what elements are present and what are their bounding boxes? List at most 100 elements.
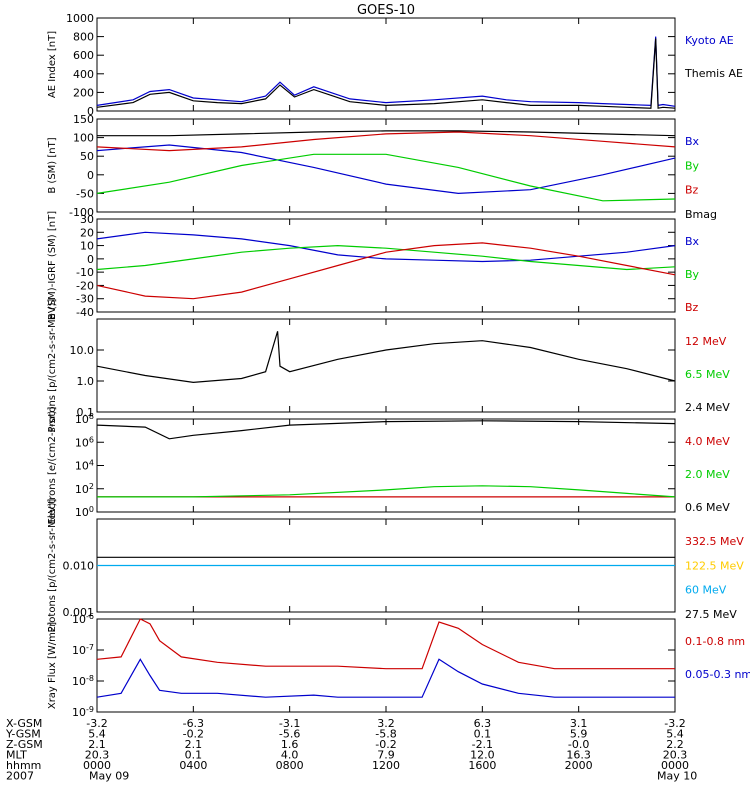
footer-value: -3.2 <box>86 717 107 730</box>
y-tick-label: 800 <box>73 31 94 44</box>
footer-value: 6.3 <box>474 717 492 730</box>
y-tick-label: 150 <box>73 113 94 126</box>
series-line-2-0-mev <box>97 485 676 498</box>
footer-value: 16.3 <box>566 749 591 762</box>
y-tick-label: 10 <box>80 240 94 253</box>
legend-label: 0.05-0.3 nm <box>685 668 750 681</box>
footer-value: 1200 <box>372 759 400 772</box>
date-label: May 09 <box>89 770 129 783</box>
y-tick-label: 20 <box>80 226 94 239</box>
y-tick-label: 10-8 <box>72 674 94 688</box>
series-line-bx <box>96 144 676 195</box>
legend-label: 2.4 MeV <box>685 401 730 414</box>
footer-value: 2.1 <box>185 738 203 751</box>
footer-value: -2.1 <box>472 738 493 751</box>
footer-value: 20.3 <box>85 749 110 762</box>
footer-value: 5.9 <box>570 728 588 741</box>
footer-row-label: Z-GSM <box>6 738 43 751</box>
y-axis-label: Protons [p/(cm2-s-sr-MeV)] <box>47 498 58 632</box>
panel-frame <box>96 618 676 713</box>
series-line-bmag <box>97 130 676 137</box>
panel-1: 0 200 400 600 800 1000 AE Index [nT] Kyoto AE Th… <box>47 12 743 118</box>
y-tick-label: 10-6 <box>72 612 94 626</box>
y-tick-label: 10-9 <box>72 705 94 719</box>
panel-frame <box>96 318 676 413</box>
footer-value: 2.2 <box>666 738 684 751</box>
footer-row-label: 2007 <box>6 770 34 783</box>
panel-5: 100 102 104 106 108 Electrons [e/(cm2-s-sr)] 4… <box>47 406 730 524</box>
legend-label: 332.5 MeV <box>685 535 744 548</box>
y-tick-label: 1000 <box>66 12 94 25</box>
series-line-by <box>96 244 676 271</box>
footer-value: 12.0 <box>470 749 495 762</box>
y-tick-label: 0 <box>87 105 94 118</box>
y-tick-label: 0.1 <box>77 406 95 419</box>
y-tick-label: 10.0 <box>70 344 95 357</box>
footer-value: 1.6 <box>281 738 299 751</box>
y-tick-label: 104 <box>75 459 94 473</box>
y-tick-label: 50 <box>80 150 94 163</box>
footer-value: 5.4 <box>88 728 106 741</box>
legend-label: Bz <box>685 184 699 197</box>
legend-label: Bx <box>685 235 700 248</box>
legend-label: Themis AE <box>684 67 743 80</box>
panel-7: 10-9 10-8 10-7 10-6 Xray Flux [W/m2] 0.1-0.8 … <box>47 612 750 719</box>
footer-value: -5.6 <box>279 728 300 741</box>
y-axis-label: Electrons [e/(cm2-s-sr)] <box>47 406 58 524</box>
footer-row-label: hhmm <box>6 759 41 772</box>
series-line-0-05-0-3-nm <box>96 658 675 698</box>
footer-value: 5.4 <box>666 728 684 741</box>
series-line-by <box>96 153 676 202</box>
footer-value: -0.2 <box>183 728 204 741</box>
series-line-themis-ae <box>96 38 676 109</box>
y-tick-label: 200 <box>73 86 94 99</box>
footer-row-label: X-GSM <box>6 717 42 730</box>
y-tick-label: -10 <box>76 266 94 279</box>
footer-value: -5.8 <box>375 728 396 741</box>
footer-value: -0.2 <box>375 738 396 751</box>
y-tick-label: -50 <box>76 187 94 200</box>
footer-value: 0000 <box>83 759 111 772</box>
series-line-bz <box>96 131 676 152</box>
panel-frame <box>96 418 676 513</box>
y-tick-label: 0 <box>87 169 94 182</box>
y-tick-label: 102 <box>75 482 94 496</box>
panel-6: 0.001 0.010 Protons [p/(cm2-s-sr-MeV)] 332.… <box>47 498 744 632</box>
legend-label: 122.5 MeV <box>685 559 744 572</box>
footer-value: 0400 <box>179 759 207 772</box>
footer-value: 3.1 <box>570 717 588 730</box>
footer-value: 20.3 <box>663 749 688 762</box>
chart-title: GOES-10 <box>357 3 415 18</box>
footer-value: 0.1 <box>474 728 492 741</box>
y-tick-label: -40 <box>76 306 94 319</box>
y-tick-label: 0.010 <box>63 560 95 573</box>
y-axis-label: Protons [p/(cm2-s-sr-MeV)] <box>47 298 58 432</box>
footer-value: 3.2 <box>377 717 395 730</box>
legend-label: By <box>685 268 700 281</box>
legend-label: Bmag <box>685 208 717 221</box>
footer-value: -3.1 <box>279 717 300 730</box>
legend-label: 12 MeV <box>685 335 727 348</box>
legend-label: Bz <box>685 301 699 314</box>
footer-value: 0.1 <box>185 749 203 762</box>
y-tick-label: 400 <box>73 68 94 81</box>
legend-label: 2.0 MeV <box>685 468 730 481</box>
series-line-0-6-mev <box>96 420 676 440</box>
y-axis-label: Xray Flux [W/m2] <box>47 622 58 709</box>
series-line-bz <box>96 242 676 300</box>
x-axis-footer: X-GSM -3.2 -6.3 -3.1 3.2 6.3 3.1 -3.2 Y-GSM 5.4 -0… <box>5 717 697 783</box>
y-tick-label: 0.001 <box>63 606 95 619</box>
legend-label: Bx <box>685 135 700 148</box>
y-tick-label: 1.0 <box>77 375 95 388</box>
y-tick-label: 600 <box>73 49 94 62</box>
y-tick-label: 0 <box>87 253 94 266</box>
series-line-bx <box>96 231 676 263</box>
y-tick-label: 30 <box>80 213 94 226</box>
series-line-kyoto-ae <box>96 36 676 107</box>
panel-4: 0.1 1.0 10.0 Protons [p/(cm2-s-sr-MeV)] 12 M… <box>47 298 730 432</box>
footer-row-label: Y-GSM <box>5 728 41 741</box>
y-tick-label: -100 <box>69 206 94 219</box>
